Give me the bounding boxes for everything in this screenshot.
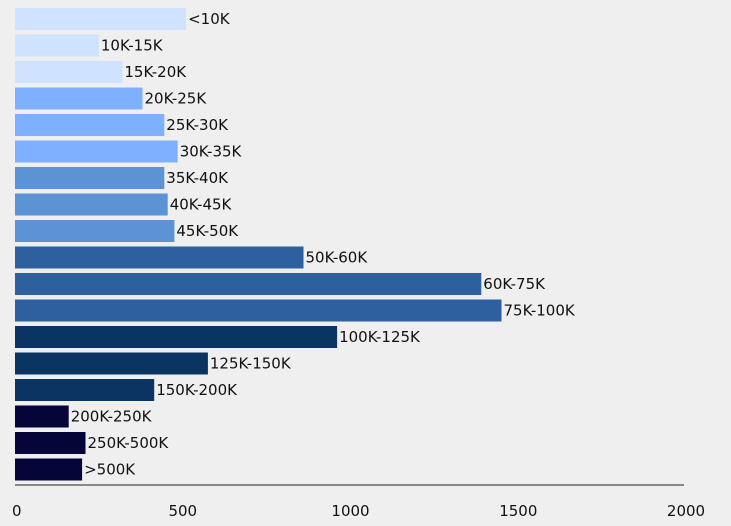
bar-label-20K-25K: 20K-25K (145, 90, 208, 108)
x-tick-label-0: 0 (12, 502, 22, 520)
bar-label-45K-50K: 45K-50K (176, 222, 239, 240)
bar-labels-group: <10K 10K-15K 15K-20K 20K-25K 25K-30K 30K-35K 3… (71, 10, 576, 479)
bar-label-25K-30K: 25K-30K (166, 116, 229, 134)
bar-125K-150K (15, 352, 208, 375)
x-axis-ticks-group: 0 500 1000 1500 2000 (12, 502, 705, 520)
bar-200K-250K (15, 405, 69, 428)
bar-150K-200K (15, 379, 155, 401)
bar-label-200K-250K: 200K-250K (71, 408, 153, 426)
bar-label-50K-60K: 50K-60K (306, 249, 369, 267)
bar-label-60K-75K: 60K-75K (483, 275, 546, 293)
bar-label-40K-45K: 40K-45K (170, 196, 233, 214)
bar-40K-45K (15, 193, 168, 216)
x-tick-label-1500: 1500 (499, 502, 537, 520)
bar-15K-20K (15, 61, 123, 83)
bar-label-15K-20K: 15K-20K (124, 63, 187, 81)
bar-<10K (15, 8, 187, 30)
bar-50K-60K (15, 246, 304, 269)
bar-label-100K-125K: 100K-125K (339, 328, 421, 346)
bar-label-30K-35K: 30K-35K (180, 143, 243, 161)
bar-20K-25K (15, 87, 143, 110)
bar-10K-15K (15, 34, 99, 57)
bar-35K-40K (15, 167, 165, 189)
bar-label-10K-15K: 10K-15K (101, 37, 164, 55)
bar-100K-125K (15, 326, 338, 348)
bar-250K-500K (15, 432, 86, 454)
x-tick-label-2000: 2000 (667, 502, 705, 520)
bar-75K-100K (15, 299, 502, 322)
bar-label-250K-500K: 250K-500K (88, 434, 170, 452)
bar-25K-30K (15, 114, 165, 136)
bar-label-150K-200K: 150K-200K (156, 381, 238, 399)
bar-label-35K-40K: 35K-40K (166, 169, 229, 187)
bar->500K (15, 458, 83, 481)
bar-30K-35K (15, 140, 178, 163)
bar-60K-75K (15, 273, 482, 295)
bar-label-125K-150K: 125K-150K (210, 355, 292, 373)
bar-45K-50K (15, 220, 175, 242)
bar-label->500K: >500K (84, 461, 136, 479)
bar-label-<10K: <10K (188, 10, 231, 28)
bars-group (15, 8, 502, 481)
x-tick-label-1000: 1000 (331, 502, 369, 520)
x-tick-label-500: 500 (168, 502, 197, 520)
bar-label-75K-100K: 75K-100K (504, 302, 576, 320)
